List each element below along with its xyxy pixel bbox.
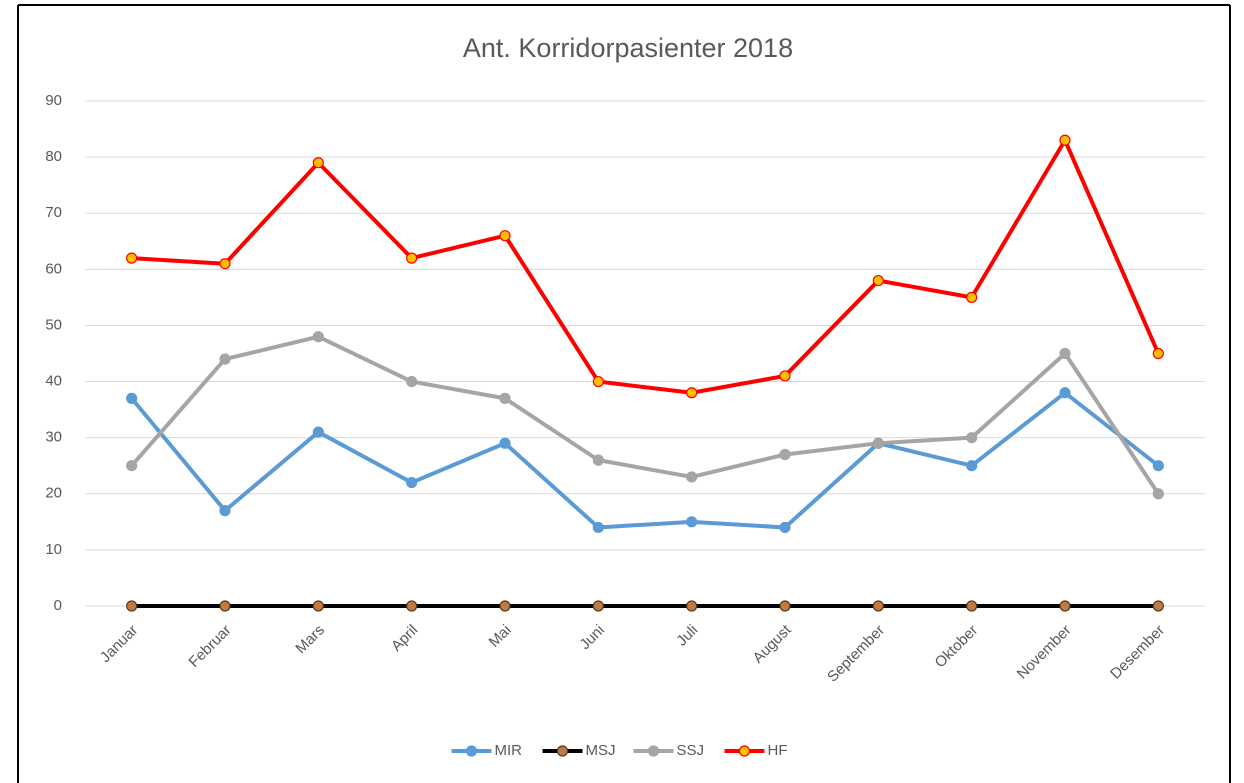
- data-point: [966, 291, 978, 303]
- data-point: [686, 387, 698, 399]
- legend-marker: [738, 745, 751, 757]
- chart-title: Ant. Korridorpasienter 2018: [463, 33, 793, 63]
- series-line: [130, 334, 1160, 495]
- y-tick-label: 50: [45, 316, 62, 333]
- data-point: [1059, 600, 1071, 612]
- data-point: [126, 600, 138, 612]
- data-point: [499, 600, 511, 612]
- data-point: [779, 370, 791, 382]
- data-point: [1059, 387, 1071, 399]
- data-point: [686, 600, 698, 612]
- data-point: [312, 157, 324, 169]
- series-line: [130, 390, 1160, 530]
- x-tick-label: Desember: [1107, 622, 1168, 683]
- data-point: [219, 600, 231, 612]
- x-tick-label: Oktober: [932, 622, 982, 672]
- y-tick-label: 60: [45, 260, 62, 277]
- data-point: [592, 454, 604, 466]
- x-tick-label: Januar: [97, 622, 141, 666]
- data-point: [966, 432, 978, 444]
- legend-label: MIR: [495, 742, 523, 759]
- x-tick-label: Juni: [576, 622, 607, 653]
- legend-label: HF: [768, 742, 788, 759]
- y-tick-label: 0: [54, 597, 62, 614]
- data-point: [872, 437, 884, 449]
- y-tick-label: 90: [45, 92, 62, 109]
- data-point: [1152, 460, 1164, 472]
- data-point: [219, 353, 231, 365]
- data-point: [406, 476, 418, 489]
- data-point: [219, 505, 231, 517]
- legend-marker: [556, 745, 569, 757]
- x-tick-label: September: [824, 622, 888, 686]
- data-point: [1152, 600, 1164, 612]
- data-point: [126, 252, 138, 264]
- data-point: [686, 471, 698, 483]
- data-point: [779, 448, 791, 461]
- data-point: [312, 331, 324, 343]
- data-point: [686, 516, 698, 528]
- data-point: [499, 230, 511, 242]
- x-tick-label: August: [750, 621, 796, 667]
- x-tick-label: Mai: [486, 622, 515, 651]
- data-point: [1152, 347, 1164, 360]
- data-point: [779, 521, 791, 534]
- x-tick-label: April: [388, 622, 421, 655]
- data-point: [312, 600, 324, 612]
- y-tick-label: 20: [45, 485, 62, 502]
- legend-marker: [465, 745, 478, 757]
- data-point: [872, 274, 884, 287]
- data-point: [219, 258, 231, 270]
- y-tick-label: 40: [45, 373, 62, 390]
- legend-marker: [647, 745, 660, 757]
- data-point: [966, 600, 978, 612]
- y-tick-label: 30: [45, 429, 62, 446]
- data-point: [592, 600, 604, 612]
- data-point: [966, 460, 978, 472]
- legend-label: SSJ: [677, 742, 705, 759]
- y-tick-label: 10: [45, 541, 62, 558]
- data-point: [1059, 134, 1071, 146]
- data-point: [406, 600, 418, 612]
- data-point: [406, 375, 418, 388]
- data-point: [779, 600, 791, 612]
- series-line: [131, 138, 1161, 395]
- legend-label: MSJ: [586, 742, 616, 759]
- x-tick-label: Juli: [673, 622, 701, 650]
- x-tick-label: November: [1014, 622, 1075, 683]
- data-point: [592, 521, 604, 534]
- x-tick-label: Februar: [185, 622, 234, 671]
- data-point: [406, 252, 418, 264]
- data-point: [312, 426, 324, 438]
- y-tick-label: 80: [45, 148, 62, 165]
- x-tick-label: Mars: [292, 622, 328, 658]
- y-tick-label: 70: [45, 204, 62, 221]
- data-point: [592, 375, 604, 388]
- data-point: [499, 437, 511, 449]
- data-point: [1152, 488, 1164, 500]
- data-point: [126, 460, 138, 472]
- data-point: [1059, 347, 1071, 360]
- data-point: [126, 392, 138, 404]
- data-point: [872, 600, 884, 612]
- data-point: [499, 392, 511, 404]
